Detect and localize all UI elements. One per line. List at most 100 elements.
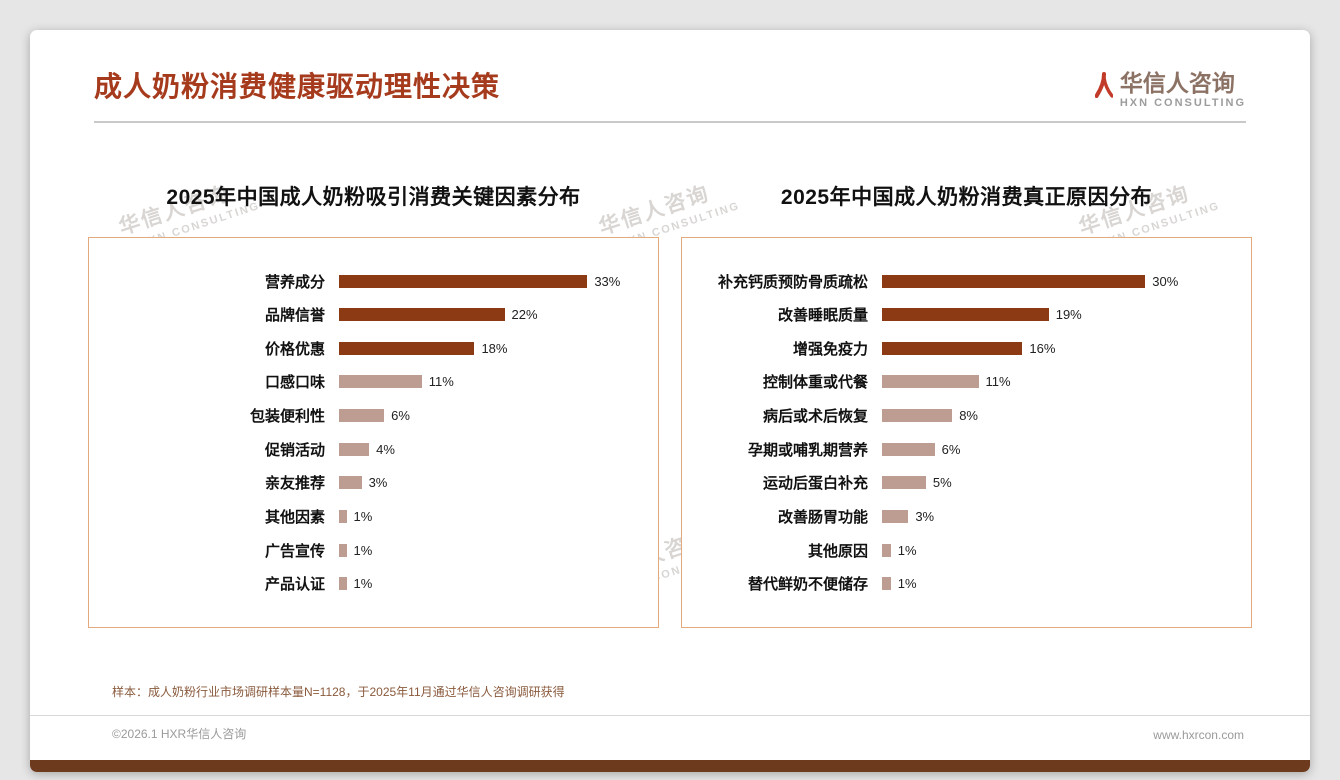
- logo-subtitle: HXN CONSULTING: [1119, 97, 1246, 109]
- bar-value-label: 11%: [428, 374, 454, 390]
- bar-category-label: 替代鲜奶不便储存: [747, 576, 868, 594]
- bar-category-label: 营养成分: [264, 273, 325, 291]
- bar-category-label: 改善肠胃功能: [777, 509, 868, 527]
- sample-footnote: 样本：成人奶粉行业市场调研样本量N=1128，于2025年11月通过华信人咨询调…: [112, 685, 565, 699]
- bar-value-label: 30%: [1152, 273, 1179, 289]
- bar-value-label: 6%: [391, 408, 410, 424]
- bar-row: 增强免疫力 16%: [700, 337, 1233, 359]
- bar: [339, 543, 347, 557]
- bar-row: 孕期或哺乳期营养 6%: [700, 438, 1233, 460]
- bar-value-label: 33%: [594, 273, 621, 289]
- bar: [882, 274, 1146, 288]
- bar-row: 其他原因 1%: [700, 539, 1233, 561]
- logo-text: 华信人咨询 HXN CONSULTING: [1120, 70, 1246, 109]
- chart-panel-left: 营养成分 33% 品牌信誉 22% 价格优惠 18% 口感口味 11% 包装便利性 6% 促销活动 4…: [88, 237, 659, 628]
- bar-value-label: 1%: [353, 576, 373, 592]
- bar-category-label: 促销活动: [264, 441, 325, 459]
- bar-value-label: 11%: [985, 374, 1011, 390]
- bar-row: 控制体重或代餐 11%: [700, 371, 1233, 393]
- bar-category-label: 其他原因: [807, 542, 868, 560]
- bar-track: 19%: [882, 307, 1233, 322]
- bar: [339, 577, 347, 591]
- copyright-text: ©2026.1 HXR华信人咨询: [112, 727, 247, 741]
- bar-category-label: 包装便利性: [249, 408, 325, 426]
- header: 成人奶粉消费健康驱动理性决策 华信人咨询 HXN CONSULTING: [30, 30, 1310, 109]
- bar-track: 3%: [339, 475, 640, 490]
- bar-row: 运动后蛋白补充 5%: [700, 472, 1233, 494]
- bar-value-label: 3%: [915, 509, 935, 525]
- bar: [882, 543, 891, 557]
- chart-left: 2025年中国成人奶粉吸引消费关键因素分布 营养成分 33% 品牌信誉 22% 价格优惠…: [88, 181, 659, 628]
- bar-category-label: 品牌信誉: [264, 307, 325, 325]
- bar-row: 改善睡眠质量 19%: [700, 304, 1233, 326]
- page-title: 成人奶粉消费健康驱动理性决策: [94, 71, 501, 102]
- bar: [882, 341, 1023, 355]
- bar-track: 22%: [339, 307, 640, 322]
- bar-track: 33%: [339, 274, 640, 289]
- bar-value-label: 8%: [959, 408, 978, 424]
- footer-divider: [30, 715, 1310, 716]
- bar-category-label: 补充钙质预防骨质疏松: [717, 273, 868, 291]
- bar-rows: 营养成分 33% 品牌信誉 22% 价格优惠 18% 口感口味 11% 包装便利性 6% 促销活动 4…: [107, 270, 640, 595]
- bar-row: 补充钙质预防骨质疏松 30%: [700, 270, 1233, 292]
- bar-value-label: 3%: [368, 475, 388, 491]
- bar-category-label: 口感口味: [264, 374, 325, 392]
- bar-value-label: 6%: [941, 441, 961, 457]
- bar-row: 品牌信誉 22%: [107, 304, 640, 326]
- bar-track: 1%: [882, 576, 1233, 591]
- bar-track: 30%: [882, 274, 1233, 289]
- bar-row: 病后或术后恢复 8%: [700, 405, 1233, 427]
- bar: [882, 577, 891, 591]
- bar-value-label: 22%: [511, 307, 538, 323]
- bar: [339, 476, 362, 490]
- bar-track: 11%: [339, 374, 640, 389]
- logo-name: 华信人咨询: [1119, 70, 1235, 96]
- bar-value-label: 16%: [1029, 340, 1056, 356]
- bar-row: 口感口味 11%: [107, 371, 640, 393]
- logo-mark-icon: [1094, 72, 1114, 103]
- bar: [339, 510, 347, 524]
- bar: [882, 308, 1049, 322]
- bar: [339, 341, 475, 355]
- bar-category-label: 广告宣传: [264, 542, 325, 560]
- report-card: 成人奶粉消费健康驱动理性决策 华信人咨询 HXN CONSULTING 2025…: [30, 30, 1310, 772]
- bar-row: 其他因素 1%: [107, 506, 640, 528]
- bar: [339, 409, 385, 423]
- bar-row: 价格优惠 18%: [107, 337, 640, 359]
- bar-value-label: 19%: [1055, 307, 1082, 323]
- bar-track: 6%: [339, 408, 640, 423]
- bar-category-label: 增强免疫力: [792, 340, 868, 358]
- charts-area: 2025年中国成人奶粉吸引消费关键因素分布 营养成分 33% 品牌信誉 22% 价格优惠…: [30, 181, 1310, 628]
- company-logo: 华信人咨询 HXN CONSULTING: [1094, 70, 1246, 109]
- chart-title-left: 2025年中国成人奶粉吸引消费关键因素分布: [166, 186, 581, 209]
- bar-rows: 补充钙质预防骨质疏松 30% 改善睡眠质量 19% 增强免疫力 16% 控制体重或代餐 11%…: [700, 270, 1233, 595]
- bar: [882, 510, 909, 524]
- bar-track: 1%: [339, 509, 640, 524]
- bar: [882, 476, 926, 490]
- bar-row: 亲友推荐 3%: [107, 472, 640, 494]
- website-link[interactable]: www.hxrcon.com: [1153, 728, 1244, 742]
- bar-value-label: 1%: [353, 509, 373, 525]
- bar-track: 16%: [882, 341, 1233, 356]
- bar-category-label: 亲友推荐: [264, 475, 325, 493]
- bar-category-label: 产品认证: [264, 576, 325, 594]
- bar-track: 1%: [339, 543, 640, 558]
- bar-track: 1%: [339, 576, 640, 591]
- bar-track: 8%: [882, 408, 1233, 423]
- bar: [339, 375, 422, 389]
- bar-category-label: 改善睡眠质量: [777, 307, 868, 325]
- bar-track: 3%: [882, 509, 1233, 524]
- title-divider: [94, 121, 1246, 123]
- bar-row: 促销活动 4%: [107, 438, 640, 460]
- bar-category-label: 孕期或哺乳期营养: [747, 441, 868, 459]
- bar: [882, 409, 953, 423]
- footer-accent-bar: [30, 760, 1310, 772]
- bar: [882, 442, 935, 456]
- bar-value-label: 4%: [376, 441, 395, 457]
- bar: [339, 308, 505, 322]
- bar-value-label: 18%: [481, 340, 508, 356]
- bar-row: 改善肠胃功能 3%: [700, 506, 1233, 528]
- bar: [339, 442, 370, 456]
- bar-value-label: 1%: [897, 542, 917, 558]
- bar-track: 1%: [882, 543, 1233, 558]
